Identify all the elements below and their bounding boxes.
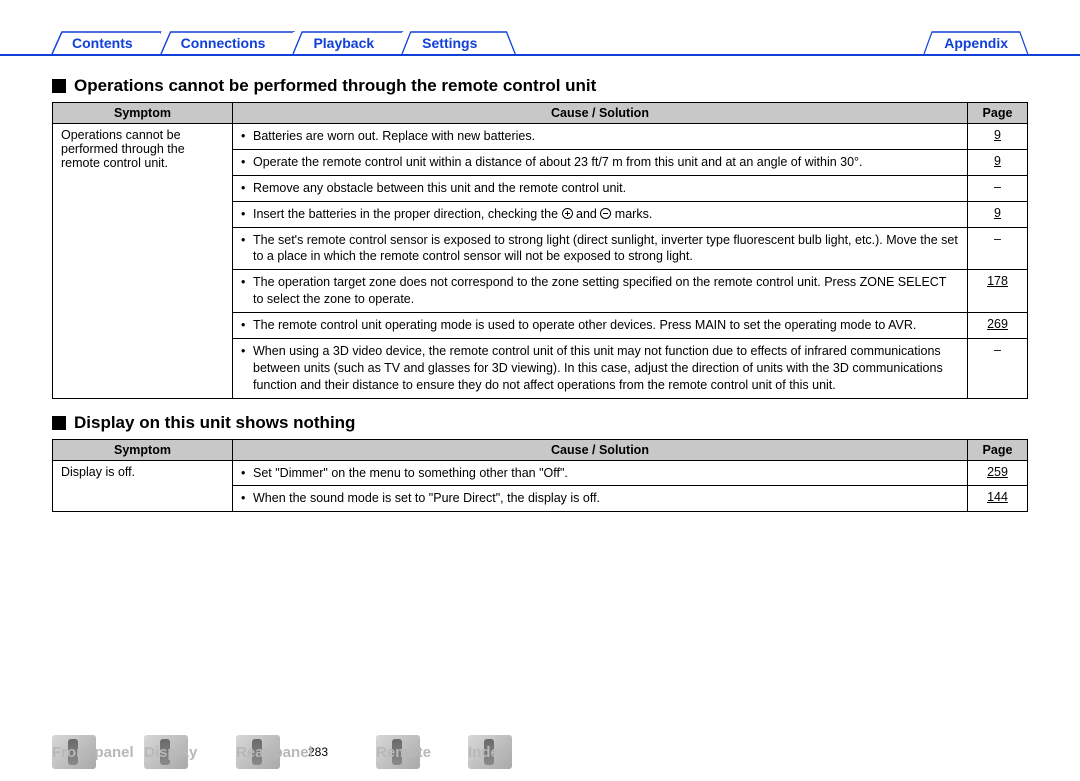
- table-row: Batteries are worn out. Replace with new…: [233, 124, 1027, 149]
- cause-text: Batteries are worn out. Replace with new…: [233, 124, 967, 149]
- page-ref[interactable]: 9: [967, 150, 1027, 175]
- table-row: The set's remote control sensor is expos…: [233, 227, 1027, 270]
- page-ref[interactable]: 144: [967, 486, 1027, 511]
- bottom-label: Rear panel: [236, 744, 356, 761]
- table-row: When the sound mode is set to "Pure Dire…: [233, 485, 1027, 511]
- cause-text: Insert the batteries in the proper direc…: [233, 202, 967, 227]
- bottom-nav-front-panel[interactable]: Front panel: [52, 735, 96, 769]
- page-ref[interactable]: 259: [967, 461, 1027, 486]
- bottom-nav-remote[interactable]: Remote: [376, 735, 420, 769]
- cause-text: Operate the remote control unit within a…: [233, 150, 967, 175]
- nav-tab-settings[interactable]: Settings: [402, 32, 515, 54]
- section1-title-text: Operations cannot be performed through t…: [74, 76, 596, 96]
- nav-tab-contents[interactable]: Contents: [52, 32, 171, 54]
- nav-tab-connections[interactable]: Connections: [161, 32, 304, 54]
- cause-page-cell: Batteries are worn out. Replace with new…: [233, 124, 1028, 399]
- bottom-nav-index[interactable]: Index: [468, 735, 512, 769]
- th-page: Page: [968, 103, 1028, 124]
- cause-text: The remote control unit operating mode i…: [233, 313, 967, 338]
- nav-tab-playback[interactable]: Playback: [293, 32, 412, 54]
- square-bullet-icon: [52, 79, 66, 93]
- table-row: Remove any obstacle between this unit an…: [233, 175, 1027, 201]
- cause-text: When using a 3D video device, the remote…: [233, 339, 967, 398]
- page-content: Operations cannot be performed through t…: [0, 56, 1080, 512]
- section1-title: Operations cannot be performed through t…: [52, 76, 1028, 96]
- table-row: When using a 3D video device, the remote…: [233, 338, 1027, 398]
- bottom-nav-display[interactable]: Display: [144, 735, 188, 769]
- page-ref: –: [967, 228, 1027, 270]
- cause-text: When the sound mode is set to "Pure Dire…: [233, 486, 967, 511]
- th-cause: Cause / Solution: [233, 439, 968, 460]
- bottom-label: Index: [468, 744, 588, 761]
- th-page: Page: [968, 439, 1028, 460]
- th-symptom: Symptom: [53, 103, 233, 124]
- symptom-cell: Display is off.: [53, 460, 233, 512]
- table-row: Insert the batteries in the proper direc…: [233, 201, 1027, 227]
- nav-tab-appendix[interactable]: Appendix: [924, 32, 1028, 54]
- table-row: Set "Dimmer" on the menu to something ot…: [233, 461, 1027, 486]
- section2-title: Display on this unit shows nothing: [52, 413, 1028, 433]
- bottom-nav: Front panel Display Rear panel 283 Remot…: [0, 735, 1080, 769]
- section2-title-text: Display on this unit shows nothing: [74, 413, 355, 433]
- th-symptom: Symptom: [53, 439, 233, 460]
- cause-text: The operation target zone does not corre…: [233, 270, 967, 312]
- cause-text: The set's remote control sensor is expos…: [233, 228, 967, 270]
- page-ref[interactable]: 9: [967, 124, 1027, 149]
- th-cause: Cause / Solution: [233, 103, 968, 124]
- symptom-cell: Operations cannot be performed through t…: [53, 124, 233, 399]
- cause-text: Remove any obstacle between this unit an…: [233, 176, 967, 201]
- page-ref[interactable]: 9: [967, 202, 1027, 227]
- table-row: Operate the remote control unit within a…: [233, 149, 1027, 175]
- page-ref: –: [967, 176, 1027, 201]
- square-bullet-icon: [52, 416, 66, 430]
- section2-table: Symptom Cause / Solution Page Display is…: [52, 439, 1028, 513]
- page-ref[interactable]: 269: [967, 313, 1027, 338]
- cause-text: Set "Dimmer" on the menu to something ot…: [233, 461, 967, 486]
- bottom-nav-rear-panel[interactable]: Rear panel: [236, 735, 280, 769]
- table-row: The operation target zone does not corre…: [233, 269, 1027, 312]
- minus-icon: [600, 208, 611, 219]
- plus-icon: [562, 208, 573, 219]
- cause-page-cell: Set "Dimmer" on the menu to something ot…: [233, 460, 1028, 512]
- top-nav: Contents Connections Playback Settings A…: [0, 20, 1080, 56]
- section1-table: Symptom Cause / Solution Page Operations…: [52, 102, 1028, 399]
- page-ref[interactable]: 178: [967, 270, 1027, 312]
- page-ref: –: [967, 339, 1027, 398]
- table-row: The remote control unit operating mode i…: [233, 312, 1027, 338]
